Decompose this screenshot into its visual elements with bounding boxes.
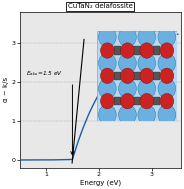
Y-axis label: α ~ k/s: α ~ k/s bbox=[3, 77, 9, 102]
Title: CuTaN₂ delafossite: CuTaN₂ delafossite bbox=[68, 3, 132, 9]
Text: E$_{abs}$=1.5 eV: E$_{abs}$=1.5 eV bbox=[26, 69, 63, 78]
X-axis label: Energy (eV): Energy (eV) bbox=[79, 179, 121, 186]
